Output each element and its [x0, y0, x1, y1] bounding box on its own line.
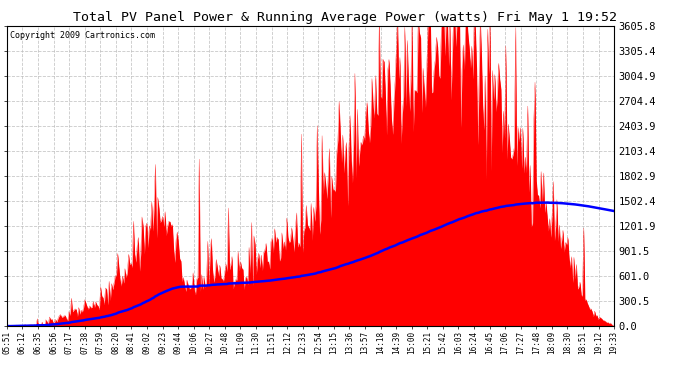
Text: Copyright 2009 Cartronics.com: Copyright 2009 Cartronics.com	[10, 31, 155, 40]
Text: Total PV Panel Power & Running Average Power (watts) Fri May 1 19:52: Total PV Panel Power & Running Average P…	[73, 11, 617, 24]
